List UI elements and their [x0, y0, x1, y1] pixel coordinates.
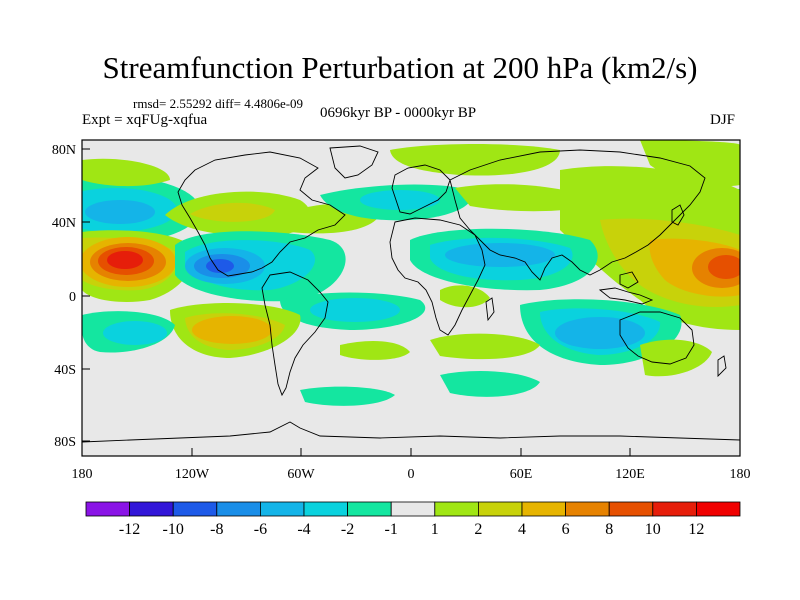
coast-africa	[389, 217, 486, 336]
colorbar-swatch	[477, 501, 523, 517]
colorbar-label: 6	[562, 521, 570, 538]
x-tick-label: 180	[730, 467, 751, 482]
colorbar-swatch	[216, 501, 261, 517]
anomaly-central-pacific-positive	[82, 230, 194, 302]
colorbar-label: -1	[385, 521, 398, 538]
season-label: DJF	[710, 112, 736, 128]
colorbar-swatch	[172, 501, 218, 517]
colorbar-label: -4	[297, 521, 310, 538]
colorbar	[85, 501, 741, 517]
y-tick-label: 80S	[54, 435, 76, 450]
anomaly-south-atlantic-positive	[340, 285, 540, 360]
y-tick-label: 40S	[54, 363, 76, 378]
anomaly-north-america	[82, 158, 311, 236]
colorbar-swatch	[521, 501, 566, 517]
anomaly-australia-negative	[640, 339, 712, 377]
colorbar-label: 12	[688, 521, 704, 538]
coast-asia	[449, 149, 706, 281]
coast-antarctica	[82, 421, 740, 443]
anomaly-southern-ocean-negative	[300, 370, 540, 406]
colorbar-label: 1	[431, 521, 439, 538]
period-label: 0696kyr BP - 0000kyr BP	[320, 105, 477, 121]
x-tick-label: 120E	[615, 467, 645, 482]
colorbar-swatch	[652, 501, 697, 517]
x-tick-label: 0	[408, 467, 415, 482]
coast-greenland	[329, 145, 379, 179]
colorbar-label: -2	[341, 521, 354, 538]
colorbar-swatch	[565, 501, 610, 517]
anomaly-north-pacific-west	[82, 176, 200, 244]
colorbar-label: 4	[518, 521, 526, 538]
coast-europe	[391, 164, 451, 215]
y-tick-label: 0	[69, 290, 76, 305]
colorbar-label: 10	[645, 521, 661, 538]
colorbar-swatch	[259, 501, 305, 517]
colorbar-swatch	[696, 501, 741, 517]
colorbar-label: -6	[254, 521, 267, 538]
colorbar-swatch	[129, 501, 174, 517]
anomaly-west-pacific-positive	[560, 166, 740, 330]
x-tick-label: 60E	[510, 467, 533, 482]
coast-borneo	[619, 271, 639, 289]
colorbar-swatch	[390, 501, 436, 517]
colorbar-labels: -12 -10 -8 -6 -4 -2 -1 1 2 4 6 8 10 12	[119, 521, 704, 538]
x-tick-label: 120W	[175, 467, 210, 482]
coast-madagascar	[485, 297, 495, 322]
colorbar-swatch	[85, 501, 130, 517]
chart-title: Streamfunction Perturbation at 200 hPa (…	[102, 50, 698, 85]
anomaly-atlantic-europe-negative	[320, 184, 472, 221]
anomaly-tropical-atlantic-negative	[280, 292, 426, 330]
colorbar-label: -10	[163, 521, 184, 538]
colorbar-label: 8	[605, 521, 613, 538]
x-tick-label: 60W	[287, 467, 315, 482]
coast-japan	[671, 204, 685, 226]
anomaly-southern-indian-negative	[520, 299, 682, 365]
y-tick-label: 40N	[52, 216, 76, 231]
colorbar-swatch	[303, 501, 348, 517]
colorbar-swatch	[347, 501, 392, 517]
colorbar-swatch	[608, 501, 654, 517]
x-tick-label: 180	[72, 467, 93, 482]
rmsd-diff-label: rmsd= 2.55292 diff= 4.4806e-09	[133, 96, 304, 111]
coast-australia	[619, 311, 695, 365]
colorbar-label: 2	[474, 521, 482, 538]
colorbar-label: -8	[210, 521, 223, 538]
coast-south-america	[261, 271, 329, 397]
coast-new-zealand	[717, 355, 727, 378]
coast-indonesia	[598, 287, 654, 305]
anomaly-central-america-negative	[175, 231, 346, 302]
y-tick-label: 80N	[52, 143, 76, 158]
streamfunction-contours	[82, 140, 740, 406]
y-tick-labels: 80N 40N 0 40S 80S	[52, 143, 76, 450]
colorbar-label: -12	[119, 521, 140, 538]
experiment-label: Expt = xqFUg-xqfua	[82, 112, 208, 128]
x-tick-labels: 180 120W 60W 0 60E 120E 180	[72, 467, 751, 482]
anomaly-south-asia-negative	[410, 228, 598, 291]
coastlines	[82, 145, 740, 443]
tick-marks	[81, 148, 741, 456]
anomaly-south-pacific-negative	[82, 311, 175, 353]
coast-north-america	[177, 151, 346, 277]
colorbar-swatch	[434, 501, 479, 517]
